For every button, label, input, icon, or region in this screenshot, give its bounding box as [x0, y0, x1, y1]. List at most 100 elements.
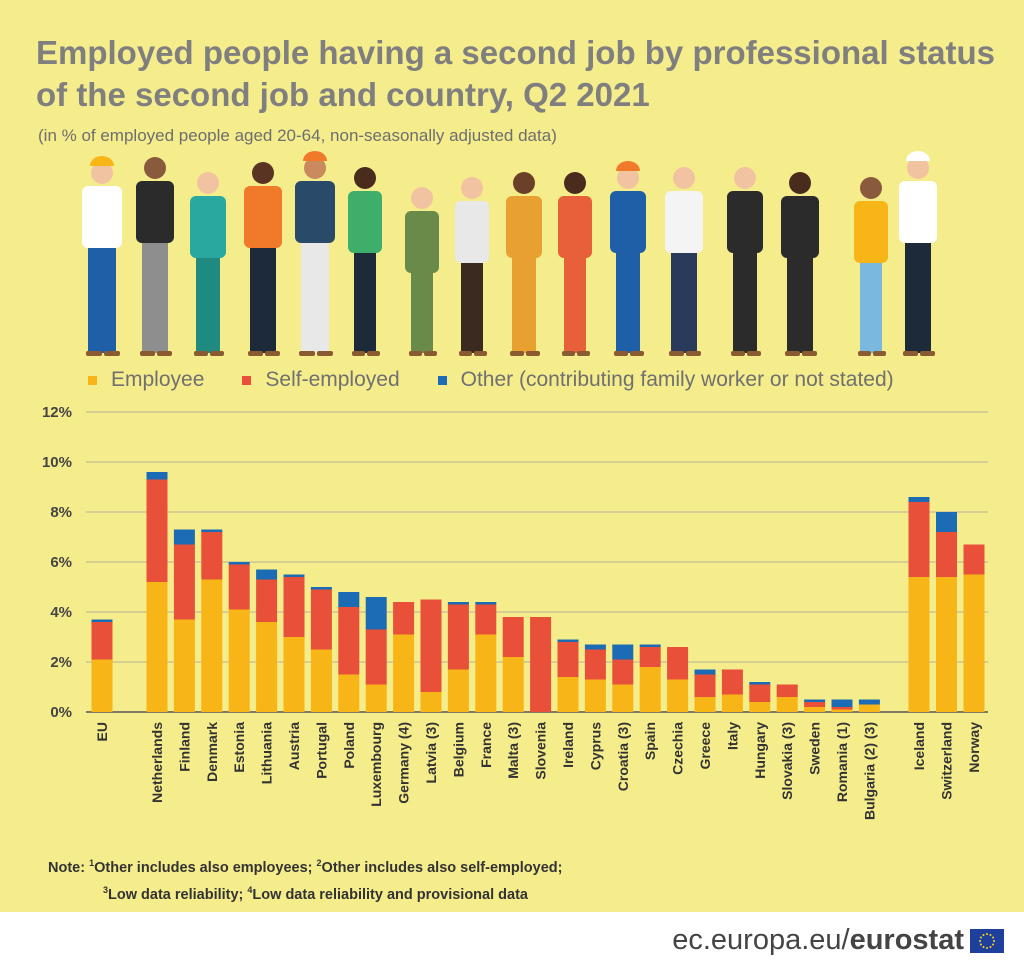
x-tick-label: Cyprus — [587, 722, 603, 770]
worker-figure — [136, 157, 174, 356]
bar-segment-employee — [831, 709, 853, 712]
note-ref-3: 3 — [103, 884, 109, 895]
bar-segment-employee — [447, 669, 469, 712]
x-tick-label: Finland — [176, 722, 192, 772]
bar-segment-self-employed — [146, 479, 168, 582]
bar-segment-employee — [776, 697, 798, 712]
bar-segment-employee — [936, 577, 957, 712]
bar-segment-employee — [173, 619, 195, 712]
bar-segment-self-employed — [749, 684, 771, 702]
bar-segment-self-employed — [667, 647, 689, 680]
bar-segment-other — [201, 529, 223, 532]
x-tick-label: Ireland — [560, 722, 576, 768]
bar-segment-other — [749, 682, 771, 685]
x-tick-label: Croatia (3) — [615, 722, 631, 791]
x-tick-label: Czechia — [670, 722, 686, 775]
note-line-2: 3Low data reliability; 4Low data reliabi… — [48, 879, 562, 906]
bar-segment-other — [256, 569, 278, 580]
workers-illustration — [82, 151, 937, 356]
x-tick-label: Norway — [966, 722, 982, 773]
worker-figure — [506, 172, 542, 356]
bar-segment-other — [146, 472, 168, 480]
chart-legend: Employee Self-employed Other (contributi… — [88, 368, 932, 392]
worker-figure — [781, 172, 819, 356]
bar-segment-other — [639, 644, 661, 647]
bar-segment-other — [936, 512, 957, 532]
note-prefix: Note: — [48, 859, 90, 876]
bar-segment-self-employed — [776, 684, 798, 697]
x-tick-label: Portugal — [313, 722, 329, 779]
bar-segment-other — [804, 699, 826, 702]
x-tick-label: Romania (1) — [834, 722, 850, 802]
worker-figure — [558, 172, 592, 356]
bar-segment-employee — [858, 704, 880, 712]
x-tick-label: Latvia (3) — [423, 722, 439, 783]
bar-segment-employee — [721, 694, 743, 712]
bar-segment-self-employed — [908, 502, 930, 577]
bar-segment-self-employed — [310, 589, 332, 650]
legend-item-self-employed: Self-employed — [242, 368, 400, 392]
bar-segment-self-employed — [228, 564, 250, 610]
bar-segment-employee — [612, 684, 634, 712]
bar-segment-other — [475, 602, 497, 605]
x-tick-label: Estonia — [231, 722, 247, 773]
legend-item-employee: Employee — [88, 368, 204, 392]
y-tick-label: 8% — [50, 504, 72, 521]
bar-segment-self-employed — [831, 707, 853, 710]
y-tick-label: 6% — [50, 554, 72, 571]
note-ref-2: 2 — [316, 858, 322, 868]
x-tick-label: Iceland — [911, 722, 927, 770]
footer-site[interactable]: ec.europa.eu/ — [672, 924, 850, 956]
worker-figure — [190, 172, 226, 356]
bar-segment-employee — [667, 679, 689, 712]
note-ref-4: 4 — [247, 884, 253, 895]
bar-segment-employee — [310, 649, 332, 712]
bar-segment-employee — [557, 677, 579, 712]
bar-segment-self-employed — [420, 599, 442, 692]
x-tick-label: Malta (3) — [505, 722, 521, 779]
bar-segment-employee — [475, 634, 497, 712]
chart-note: Note: 1Other includes also employees; 2O… — [48, 852, 562, 906]
worker-figure — [82, 156, 122, 356]
bar-segment-other — [173, 529, 195, 545]
bar-segment-employee — [365, 684, 387, 712]
bar-segment-employee — [228, 609, 250, 712]
bar-segment-other — [447, 602, 469, 605]
x-tick-label: Slovakia (3) — [779, 722, 795, 800]
bar-segment-self-employed — [201, 532, 223, 580]
bar-segment-employee — [749, 702, 771, 712]
footer-brand: eurostat — [849, 924, 964, 956]
bar-segment-self-employed — [447, 604, 469, 670]
worker-figure — [727, 167, 763, 356]
bar-segment-employee — [502, 657, 524, 712]
note-text-3: Low data reliability; — [108, 886, 248, 903]
worker-figure — [405, 187, 439, 356]
bar-segment-other — [557, 639, 579, 642]
worker-figure — [295, 151, 335, 356]
bar-segment-other — [908, 497, 930, 502]
y-tick-label: 0% — [50, 704, 72, 721]
bar-segment-employee — [694, 697, 716, 712]
worker-figure — [854, 177, 888, 356]
chart-subtitle: (in % of employed people aged 20-64, non… — [38, 126, 557, 145]
x-tick-label: Austria — [286, 722, 302, 770]
x-tick-label: Poland — [341, 722, 357, 769]
stacked-bar-chart: 0% 2% 4% 6% 8% 10% 12% EU Netherlands Finland Denm… — [42, 404, 988, 820]
x-tick-label: Sweden — [807, 722, 823, 775]
x-tick-label: Slovenia — [533, 722, 549, 780]
x-tick-label: Luxembourg — [368, 722, 384, 807]
bar-segment-self-employed — [557, 642, 579, 677]
bar-segment-other — [365, 597, 387, 630]
note-text-1: Other includes also employees; — [94, 859, 317, 876]
bar-segment-other — [831, 699, 853, 707]
bar-segment-employee — [963, 574, 985, 712]
chart-title: Employed people having a second job by p… — [36, 34, 996, 113]
bar-segment-self-employed — [283, 577, 305, 637]
bar-segment-employee — [420, 692, 442, 712]
bar-segment-self-employed — [256, 579, 278, 622]
x-tick-label: Switzerland — [939, 722, 955, 800]
x-tick-label: Bulgaria (2) (3) — [861, 722, 877, 820]
bar-segment-self-employed — [173, 544, 195, 620]
note-text-2: Other includes also self-employed; — [321, 859, 563, 876]
bar-segment-self-employed — [338, 607, 360, 675]
